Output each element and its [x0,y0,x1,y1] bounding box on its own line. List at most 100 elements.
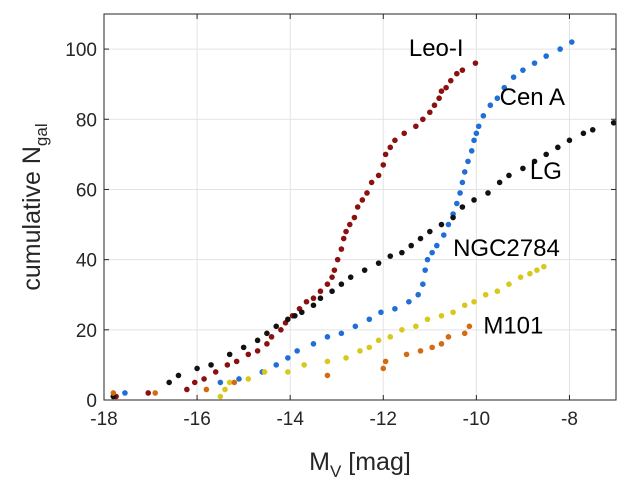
data-point [531,158,538,165]
series-label-lg: LG [530,158,562,185]
x-tick-label: -16 [183,409,210,430]
data-point [175,372,182,379]
data-point [245,376,252,382]
data-point [506,281,512,288]
y-axis-title-main: cumulative N [18,146,46,291]
data-point [122,390,128,396]
series-cen-a [122,39,575,396]
data-point [285,316,291,323]
data-point [403,351,410,358]
x-tick-label: -18 [90,409,117,430]
data-point [440,232,447,238]
data-point [438,88,445,94]
data-point [420,281,426,288]
data-point [340,235,347,242]
y-tick-label: 100 [65,40,97,61]
data-point [329,274,335,280]
tick-labels: -18 -16 -14 -12 -10 -8 0 20 40 60 80 100 [65,40,578,430]
data-point [299,309,305,316]
data-point [212,369,219,375]
data-point [427,109,433,116]
data-point [191,379,198,386]
data-point [461,330,468,337]
data-point [273,362,280,368]
x-axis-title-sub: V [330,462,342,478]
data-point [496,179,503,186]
data-point [273,323,280,330]
data-point [392,305,398,312]
data-point [264,330,270,337]
data-point [217,393,224,400]
data-point [472,60,479,66]
data-point [357,348,363,354]
data-point [324,281,331,288]
data-point [359,197,366,203]
y-tick-label: 20 [76,321,97,342]
data-point [224,362,231,368]
data-point [443,84,449,91]
data-point [438,312,445,319]
data-point [482,291,489,298]
data-point [343,228,349,235]
axes-box [103,13,617,401]
data-point [338,330,345,337]
data-point [352,323,359,330]
data-point [422,267,428,273]
data-point [338,246,345,252]
data-point [459,67,466,73]
data-point [268,334,275,340]
data-point [294,348,300,354]
data-point [382,358,389,365]
data-point [292,312,298,319]
data-point [517,274,524,280]
data-point [465,158,471,165]
data-point [208,362,214,368]
data-point [510,74,517,80]
data-point [380,162,387,168]
data-point [531,60,538,66]
data-point [346,221,353,228]
data-point [580,130,587,137]
data-point [473,130,480,137]
y-tick-label: 0 [86,391,97,412]
series-leo-i [113,60,479,400]
data-point [233,358,240,365]
data-point [417,235,424,242]
data-point [375,337,382,344]
data-point [543,151,549,158]
data-point [424,256,431,263]
data-point [415,291,421,298]
data-point [520,165,526,172]
data-point [324,372,331,379]
data-point [429,344,435,351]
data-point [501,84,508,91]
data-point [434,242,440,249]
data-point [166,379,172,386]
data-point [364,190,370,196]
data-point [392,137,398,144]
y-tick-label: 60 [76,180,97,201]
series-label-cen-a: Cen A [500,84,565,111]
data-point [301,362,307,368]
data-point [445,334,452,340]
data-point [324,334,331,340]
data-point [387,334,394,340]
data-point [445,221,452,228]
data-point [408,242,415,249]
data-point [589,127,596,133]
data-point [110,390,117,396]
data-point [447,77,454,84]
data-point [438,341,445,347]
data-point [226,351,233,358]
data-point [231,379,238,386]
data-point [431,102,438,109]
data-point [366,344,373,351]
data-point [254,348,261,354]
y-tick-label: 80 [76,110,97,131]
data-point [471,137,477,144]
data-point [317,295,324,302]
data-point [399,249,405,256]
x-axis-title: MV [mag] [309,448,411,478]
data-point [240,344,247,351]
data-point [324,358,331,365]
